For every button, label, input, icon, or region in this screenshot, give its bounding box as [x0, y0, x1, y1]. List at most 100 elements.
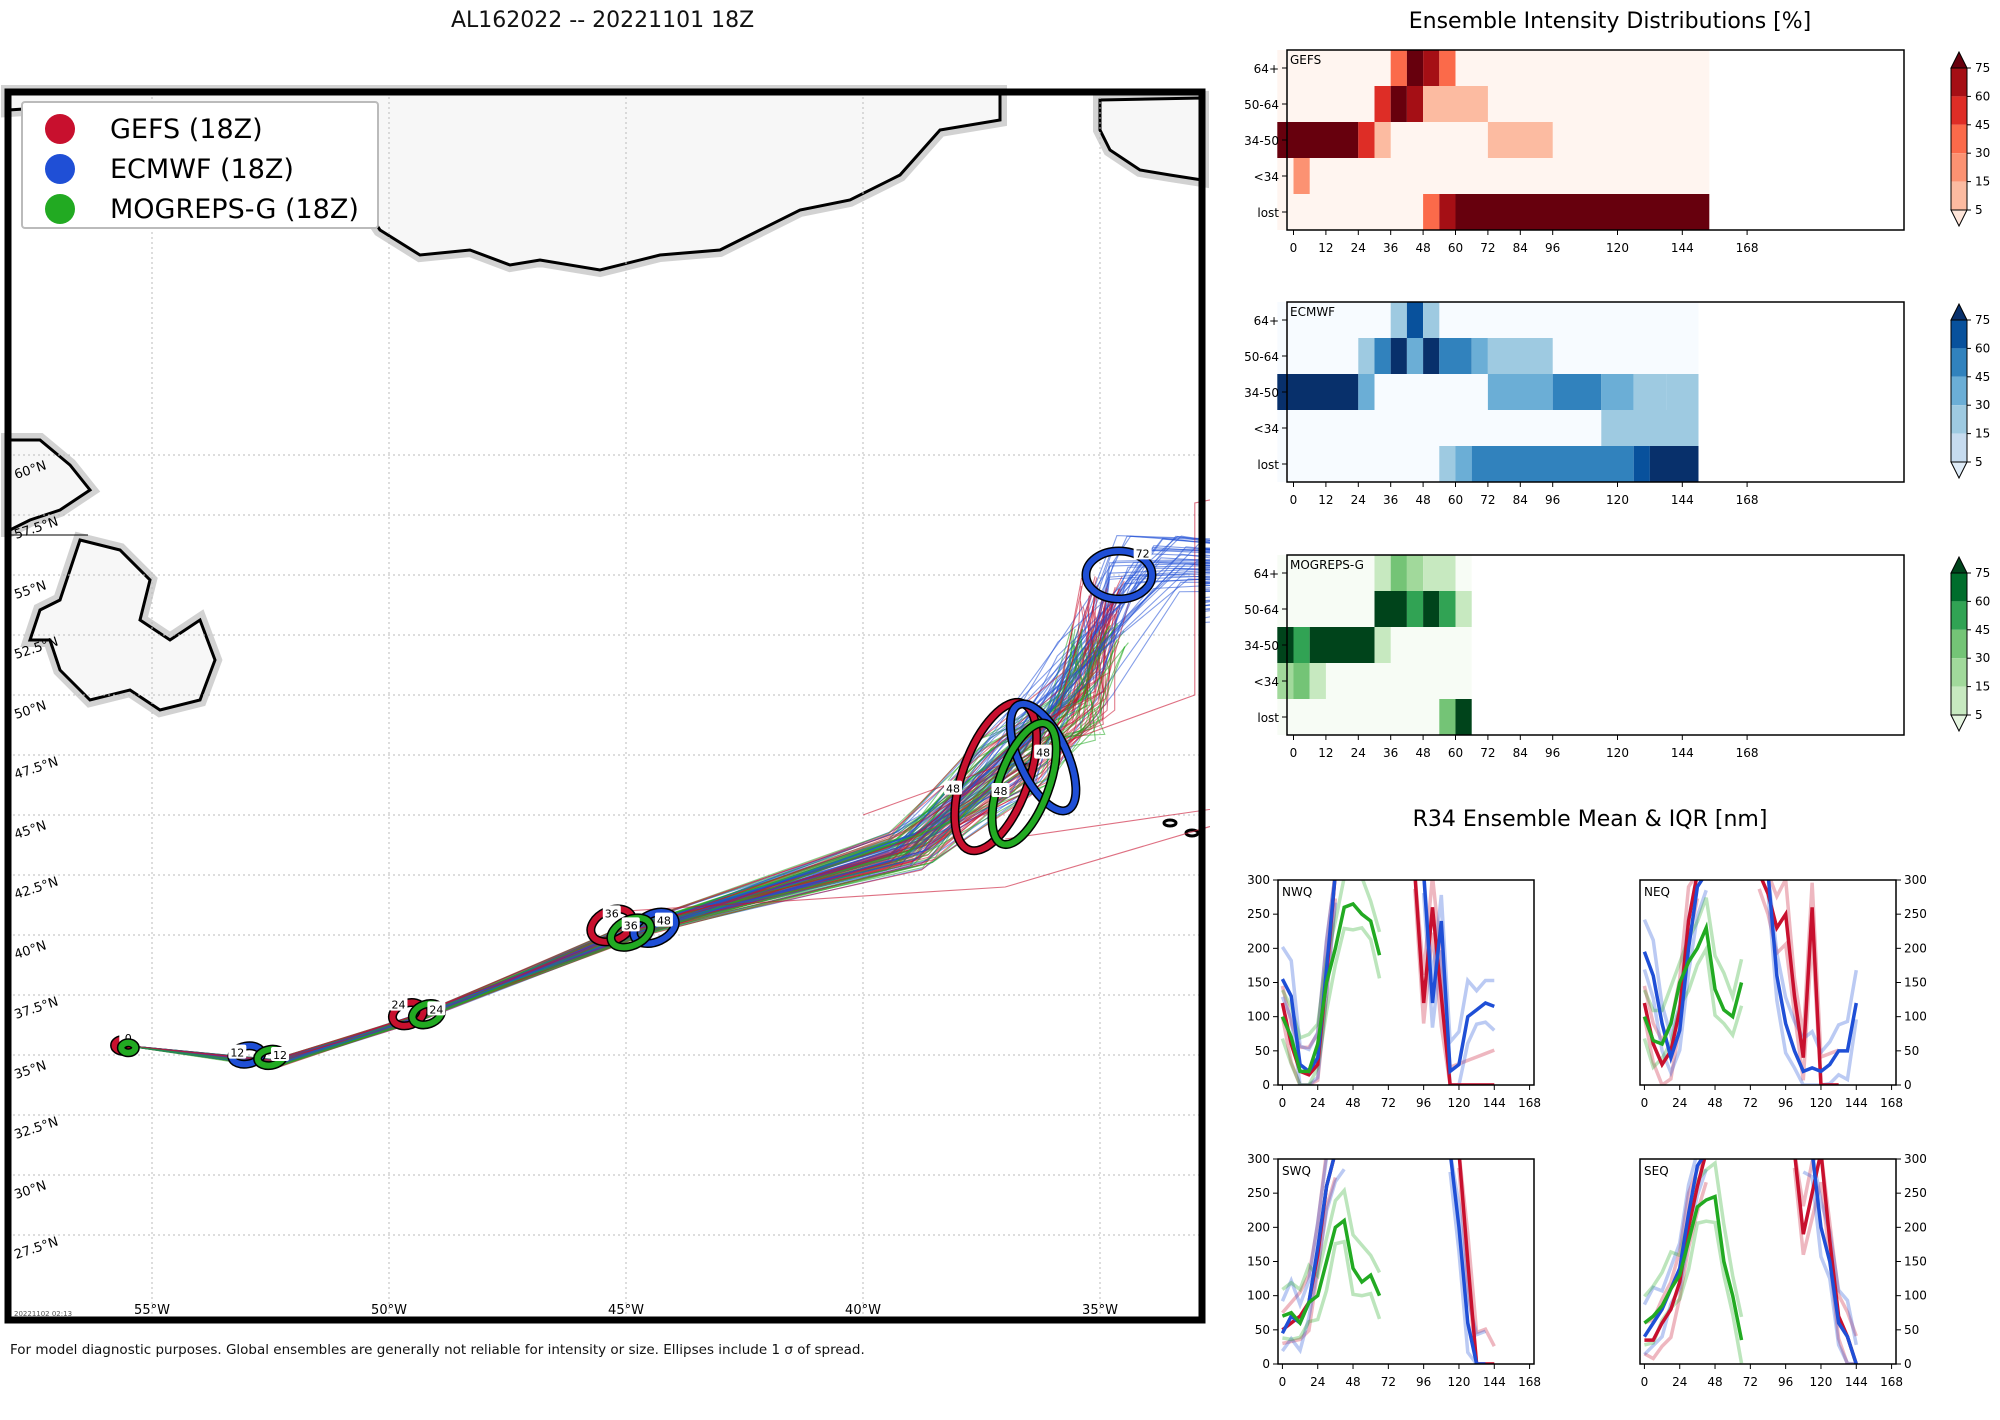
hour-tick-label: 120 [1606, 493, 1629, 507]
ellipse-label-bg [654, 912, 673, 927]
ellipse-label-bg [991, 783, 1010, 797]
colorbar-frame [1950, 572, 1968, 716]
hour-tick-label: 0 [1290, 746, 1298, 760]
r34-x-tick-label: 72 [1381, 1096, 1396, 1110]
r34-iqr-line [1281, 1186, 1382, 1293]
r34-quadrant-label: SEQ [1644, 1164, 1669, 1178]
hour-tick-label: 84 [1513, 241, 1528, 255]
ensemble-track [123, 639, 1118, 1067]
heatmap-cell [1423, 338, 1440, 374]
r34-iqr-line [1280, 880, 1337, 1050]
heatmap-cell [1455, 699, 1472, 735]
heatmap-cell [1601, 410, 1699, 446]
ellipse-fill [989, 720, 1060, 848]
ellipse-hour-label: 48 [1036, 747, 1050, 760]
colorbar-tick-label: 45 [1975, 118, 1990, 132]
hour-tick-label: 12 [1318, 493, 1333, 507]
r34-y-tick-label: 250 [1904, 907, 1927, 921]
heatmap-cell [1487, 374, 1553, 410]
hour-tick-label: 120 [1606, 746, 1629, 760]
heatmap-cell [1293, 627, 1310, 663]
hour-tick-label: 72 [1480, 493, 1495, 507]
r34-x-tick-label: 96 [1416, 1096, 1431, 1110]
colorbar-tick-label: 60 [1975, 594, 1990, 608]
r34-x-tick-label: 48 [1707, 1096, 1722, 1110]
colorbar-tick-label: 5 [1975, 708, 1983, 722]
r34-x-tick-label: 24 [1310, 1096, 1325, 1110]
r34-x-tick-label: 144 [1483, 1096, 1506, 1110]
heatmap-cell [1423, 50, 1440, 86]
hour-tick-label: 48 [1415, 746, 1430, 760]
r34-panel [1642, 1159, 1858, 1364]
r34-iqr-line [1282, 1176, 1338, 1346]
legend-marker [45, 194, 75, 224]
ensemble-track [123, 563, 1210, 1067]
heatmap-cell [1374, 86, 1391, 122]
hour-tick-label: 36 [1383, 746, 1398, 760]
r34-x-tick-label: 144 [1483, 1375, 1506, 1389]
category-tick-label: 34-50 [1244, 386, 1279, 400]
heatmap-cell [1439, 699, 1456, 735]
map-timestamp: 20221102 02:13 [14, 1310, 72, 1318]
ellipse-label-bg [944, 780, 963, 795]
r34-y-tick-label: 200 [1904, 1220, 1927, 1234]
r34-y-tick-label: 250 [1904, 1186, 1927, 1200]
r34-mean-line [1422, 880, 1495, 1075]
hour-tick-label: 96 [1545, 746, 1560, 760]
r34-x-tick-label: 72 [1743, 1096, 1758, 1110]
r34-x-tick-label: 144 [1845, 1375, 1868, 1389]
category-tick-label: 64+ [1254, 314, 1279, 328]
ellipse-hour-label: 12 [273, 1049, 287, 1062]
heatmap-cell [1309, 627, 1375, 663]
ellipse-hour-label: 48 [657, 915, 671, 928]
heatmap-cell [1487, 338, 1553, 374]
r34-panels: R34 Ensemble Mean & IQR [nm] NWQ 0 24 48 72 96… [1247, 807, 1927, 1389]
ellipse-label-bg [228, 1044, 247, 1059]
r34-y-tick-label: 150 [1247, 1255, 1270, 1269]
r34-y-tick-label: 300 [1904, 873, 1927, 887]
r34-iqr-line [1280, 1168, 1346, 1355]
colorbar-bottom-arrow [1950, 461, 1968, 480]
heatmap-cell [1390, 338, 1407, 374]
r34-x-tick-label: 24 [1310, 1375, 1325, 1389]
heatmap-model-label: MOGREPS-G [1290, 558, 1364, 572]
hour-tick-label: 144 [1671, 746, 1694, 760]
colorbar-tick-label: 75 [1975, 313, 1990, 327]
r34-y-tick-label: 50 [1904, 1044, 1919, 1058]
colorbar-tick-label: 30 [1975, 146, 1990, 160]
r34-y-tick-label: 200 [1904, 941, 1927, 955]
r34-x-tick-label: 168 [1880, 1096, 1903, 1110]
heatmap-cell [1439, 338, 1472, 374]
colorbar-tick-label: 30 [1975, 398, 1990, 412]
colorbar-bottom-arrow [1950, 714, 1968, 733]
r34-iqr-line [1766, 880, 1859, 1056]
ensemble-track [123, 606, 1105, 1061]
heatmap-cell [1390, 50, 1407, 86]
r34-quadrant-label: NEQ [1644, 885, 1670, 899]
colorbar-tick-label: 15 [1975, 680, 1990, 694]
heatmap-cell [1439, 591, 1456, 627]
r34-x-tick-label: 96 [1778, 1096, 1793, 1110]
ellipse-label-bg [389, 996, 408, 1011]
r34-y-tick-label: 200 [1247, 941, 1270, 955]
r34-y-tick-label: 250 [1247, 907, 1270, 921]
r34-y-tick-label: 100 [1247, 1010, 1270, 1024]
heatmap-cell [1374, 627, 1391, 663]
heatmap-cell [1455, 446, 1472, 482]
map-title: AL162022 -- 20221101 18Z [451, 8, 755, 33]
map-frame [4, 88, 1206, 1324]
r34-y-tick-label: 0 [1904, 1078, 1912, 1092]
r34-y-tick-label: 100 [1904, 1289, 1927, 1303]
r34-y-tick-label: 300 [1247, 873, 1270, 887]
colorbar-segment [1951, 601, 1967, 630]
outlier-track [1005, 808, 1210, 840]
hour-tick-label: 72 [1480, 746, 1495, 760]
r34-y-tick-label: 100 [1904, 1010, 1927, 1024]
track-map: 27.5°N30°N32.5°N35°N37.5°N40°N42.5°N45°N… [0, 85, 1210, 1324]
r34-y-tick-label: 150 [1904, 1255, 1927, 1269]
r34-iqr-line [1792, 1167, 1857, 1364]
hour-tick-label: 36 [1383, 241, 1398, 255]
r34-iqr-line [1280, 925, 1382, 1085]
r34-iqr-line [1280, 880, 1337, 1052]
r34-mean-line [1280, 901, 1382, 1074]
